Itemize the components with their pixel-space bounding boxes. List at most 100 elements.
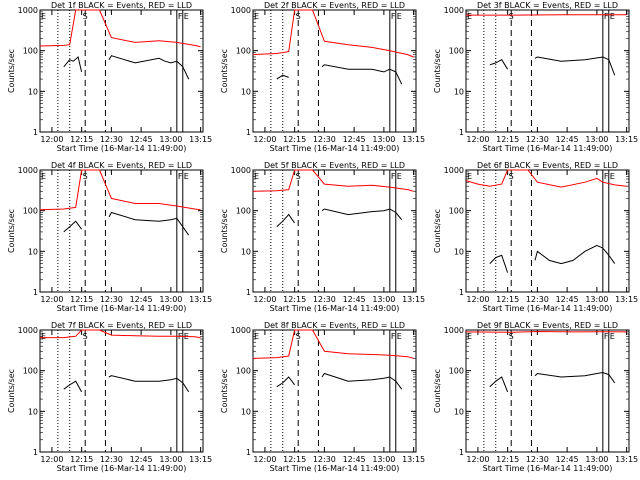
plot-frame — [465, 9, 630, 133]
plot-frame — [252, 329, 417, 453]
event-marker-s: S — [509, 12, 514, 21]
event-marker-e: E — [41, 172, 46, 181]
plot-frame — [252, 9, 417, 133]
y-tick-label: 1 — [33, 448, 38, 457]
y-axis-label: Counts/sec — [433, 49, 442, 93]
plot-frame — [252, 169, 417, 293]
y-tick-label: 1 — [459, 128, 464, 137]
y-tick-label: 100 — [449, 207, 464, 216]
x-axis-label: Start Time (16-Mar-14 11:49:00) — [57, 464, 187, 473]
x-tick-label: 12:45 — [556, 135, 579, 144]
y-axis-label: Counts/sec — [220, 49, 229, 93]
x-tick-label: 13:15 — [615, 295, 638, 304]
x-tick-label: 12:15 — [283, 455, 306, 464]
x-tick-label: 12:30 — [526, 295, 549, 304]
event-marker-e: E — [467, 332, 472, 341]
y-tick-label: 1 — [33, 288, 38, 297]
x-tick-label: 12:00 — [466, 295, 489, 304]
events-series-line — [63, 55, 190, 80]
x-tick-label: 12:00 — [253, 295, 276, 304]
x-tick-label: 12:45 — [343, 455, 366, 464]
y-tick-label: 10 — [28, 407, 38, 416]
x-tick-label: 12:45 — [130, 135, 153, 144]
event-marker-f: F — [178, 12, 183, 21]
x-tick-label: 12:15 — [496, 455, 519, 464]
detector-panel-8: Det 8f BLACK = Events, RED = LLD 1 10 100 10… — [220, 321, 425, 473]
plot-frame — [465, 329, 630, 453]
y-axis-label: Counts/sec — [220, 369, 229, 413]
events-series-line — [489, 56, 616, 76]
x-tick-label: 13:00 — [372, 295, 395, 304]
x-tick-label: 12:30 — [313, 135, 336, 144]
event-marker-e: E — [254, 172, 259, 181]
y-axis-label: Counts/sec — [433, 369, 442, 413]
y-tick-label: 1000 — [18, 326, 38, 335]
panel-title: Det 1f BLACK = Events, RED = LLD — [51, 1, 192, 10]
y-tick-label: 1000 — [18, 6, 38, 15]
x-tick-label: 13:00 — [159, 135, 182, 144]
event-marker-s: S — [509, 172, 514, 181]
x-tick-label: 12:00 — [253, 455, 276, 464]
y-tick-label: 1000 — [231, 6, 251, 15]
y-tick-label: 10 — [241, 247, 251, 256]
y-axis-label: Counts/sec — [7, 209, 16, 253]
lld-series-line — [39, 169, 201, 211]
y-tick-label: 100 — [236, 207, 251, 216]
event-marker-e: E — [610, 332, 615, 341]
event-marker-e: E — [467, 172, 472, 181]
event-marker-e: E — [184, 172, 189, 181]
events-series-line — [63, 211, 190, 236]
x-tick-label: 12:15 — [70, 455, 93, 464]
event-marker-f: F — [604, 172, 609, 181]
event-marker-s: S — [296, 332, 301, 341]
y-tick-label: 1000 — [444, 6, 464, 15]
x-tick-label: 12:30 — [100, 455, 123, 464]
x-tick-label: 12:15 — [70, 135, 93, 144]
events-series-line — [276, 372, 403, 390]
x-axis-label: Start Time (16-Mar-14 11:49:00) — [483, 144, 613, 153]
x-axis-label: Start Time (16-Mar-14 11:49:00) — [483, 464, 613, 473]
event-marker-f: F — [604, 332, 609, 341]
plot-frame — [39, 9, 204, 133]
x-tick-label: 12:30 — [313, 295, 336, 304]
y-tick-label: 10 — [241, 87, 251, 96]
detector-panel-7: Det 7f BLACK = Events, RED = LLD 1 10 100 10… — [7, 321, 212, 473]
lld-series-line — [465, 169, 627, 188]
lld-series-line — [39, 9, 201, 48]
x-tick-label: 12:15 — [496, 295, 519, 304]
y-tick-label: 1 — [246, 128, 251, 137]
events-series-line — [63, 375, 190, 393]
event-marker-e: E — [254, 12, 259, 21]
event-marker-e: E — [610, 12, 615, 21]
x-tick-label: 13:00 — [585, 295, 608, 304]
x-tick-label: 13:00 — [585, 455, 608, 464]
y-tick-label: 1 — [33, 128, 38, 137]
x-axis-label: Start Time (16-Mar-14 11:49:00) — [270, 464, 400, 473]
x-tick-label: 12:30 — [526, 135, 549, 144]
event-marker-e: E — [41, 12, 46, 21]
event-marker-s: S — [83, 12, 88, 21]
y-tick-label: 100 — [449, 367, 464, 376]
panel-title: Det 6f BLACK = Events, RED = LLD — [477, 161, 618, 170]
x-tick-label: 12:00 — [466, 455, 489, 464]
events-series-line — [276, 64, 403, 85]
x-tick-label: 13:15 — [189, 295, 212, 304]
y-tick-label: 1000 — [444, 166, 464, 175]
event-marker-s: S — [296, 12, 301, 21]
y-tick-label: 1 — [246, 288, 251, 297]
y-axis-label: Counts/sec — [220, 209, 229, 253]
x-tick-label: 12:45 — [556, 455, 579, 464]
y-tick-label: 100 — [236, 47, 251, 56]
x-tick-label: 13:00 — [585, 135, 608, 144]
event-marker-e: E — [467, 12, 472, 21]
y-tick-label: 10 — [241, 407, 251, 416]
x-tick-label: 13:00 — [159, 295, 182, 304]
event-marker-s: S — [509, 332, 514, 341]
x-tick-label: 13:15 — [615, 455, 638, 464]
x-tick-label: 12:00 — [40, 135, 63, 144]
panel-title: Det 4f BLACK = Events, RED = LLD — [51, 161, 192, 170]
event-marker-s: S — [83, 332, 88, 341]
x-axis-label: Start Time (16-Mar-14 11:49:00) — [270, 304, 400, 313]
lld-series-line — [252, 329, 414, 359]
event-marker-e: E — [397, 332, 402, 341]
